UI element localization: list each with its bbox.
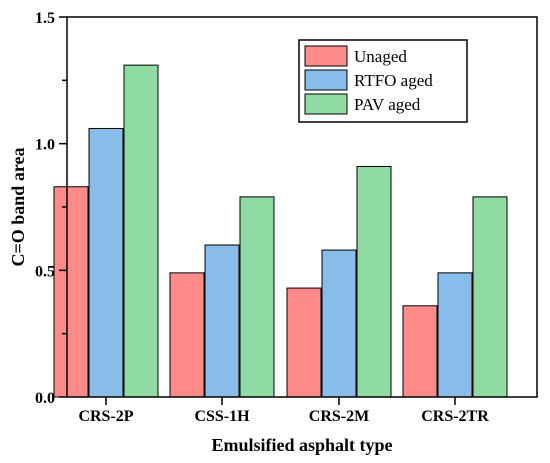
x-tick-label: CRS-2P xyxy=(78,408,133,425)
legend-label-unaged: Unaged xyxy=(354,47,407,66)
legend-label-rtfo-aged: RTFO aged xyxy=(354,71,433,90)
legend-label-pav-aged: PAV aged xyxy=(354,95,421,114)
legend-swatch-pav-aged xyxy=(304,93,348,115)
bar-0-2 xyxy=(123,64,159,398)
bar-1-0 xyxy=(169,272,205,398)
bar-3-2 xyxy=(472,196,508,398)
y-tick-label: 0.5 xyxy=(35,263,55,280)
y-tick-label: 1.5 xyxy=(35,10,55,27)
bar-0-1 xyxy=(88,127,124,398)
bar-2-2 xyxy=(356,165,392,398)
bar-2-0 xyxy=(286,287,322,398)
legend-swatch-rtfo-aged xyxy=(304,69,348,91)
legend-swatch-unaged xyxy=(304,45,348,67)
bar-1-1 xyxy=(204,244,240,398)
y-axis-label: C=O band area xyxy=(8,148,28,267)
x-axis-label: Emulsified asphalt type xyxy=(211,435,392,455)
axes-layer: 0.0 0.5 1.0 1.5 CRS-2P CSS-1H CRS-2M CRS-2TR xyxy=(35,10,538,425)
bars-layer xyxy=(53,64,508,398)
bar-0-0 xyxy=(53,186,89,398)
x-tick-label: CRS-2TR xyxy=(421,408,489,425)
bar-2-1 xyxy=(321,249,357,398)
x-tick-label: CRS-2M xyxy=(309,408,369,425)
y-tick-label: 0.0 xyxy=(35,390,55,407)
legend: Unaged RTFO aged PAV aged xyxy=(298,39,468,123)
bar-3-1 xyxy=(437,272,473,398)
x-tick-label: CSS-1H xyxy=(194,408,250,425)
y-tick-label: 1.0 xyxy=(35,137,55,154)
bar-3-0 xyxy=(402,305,438,398)
bar-1-2 xyxy=(239,196,275,398)
